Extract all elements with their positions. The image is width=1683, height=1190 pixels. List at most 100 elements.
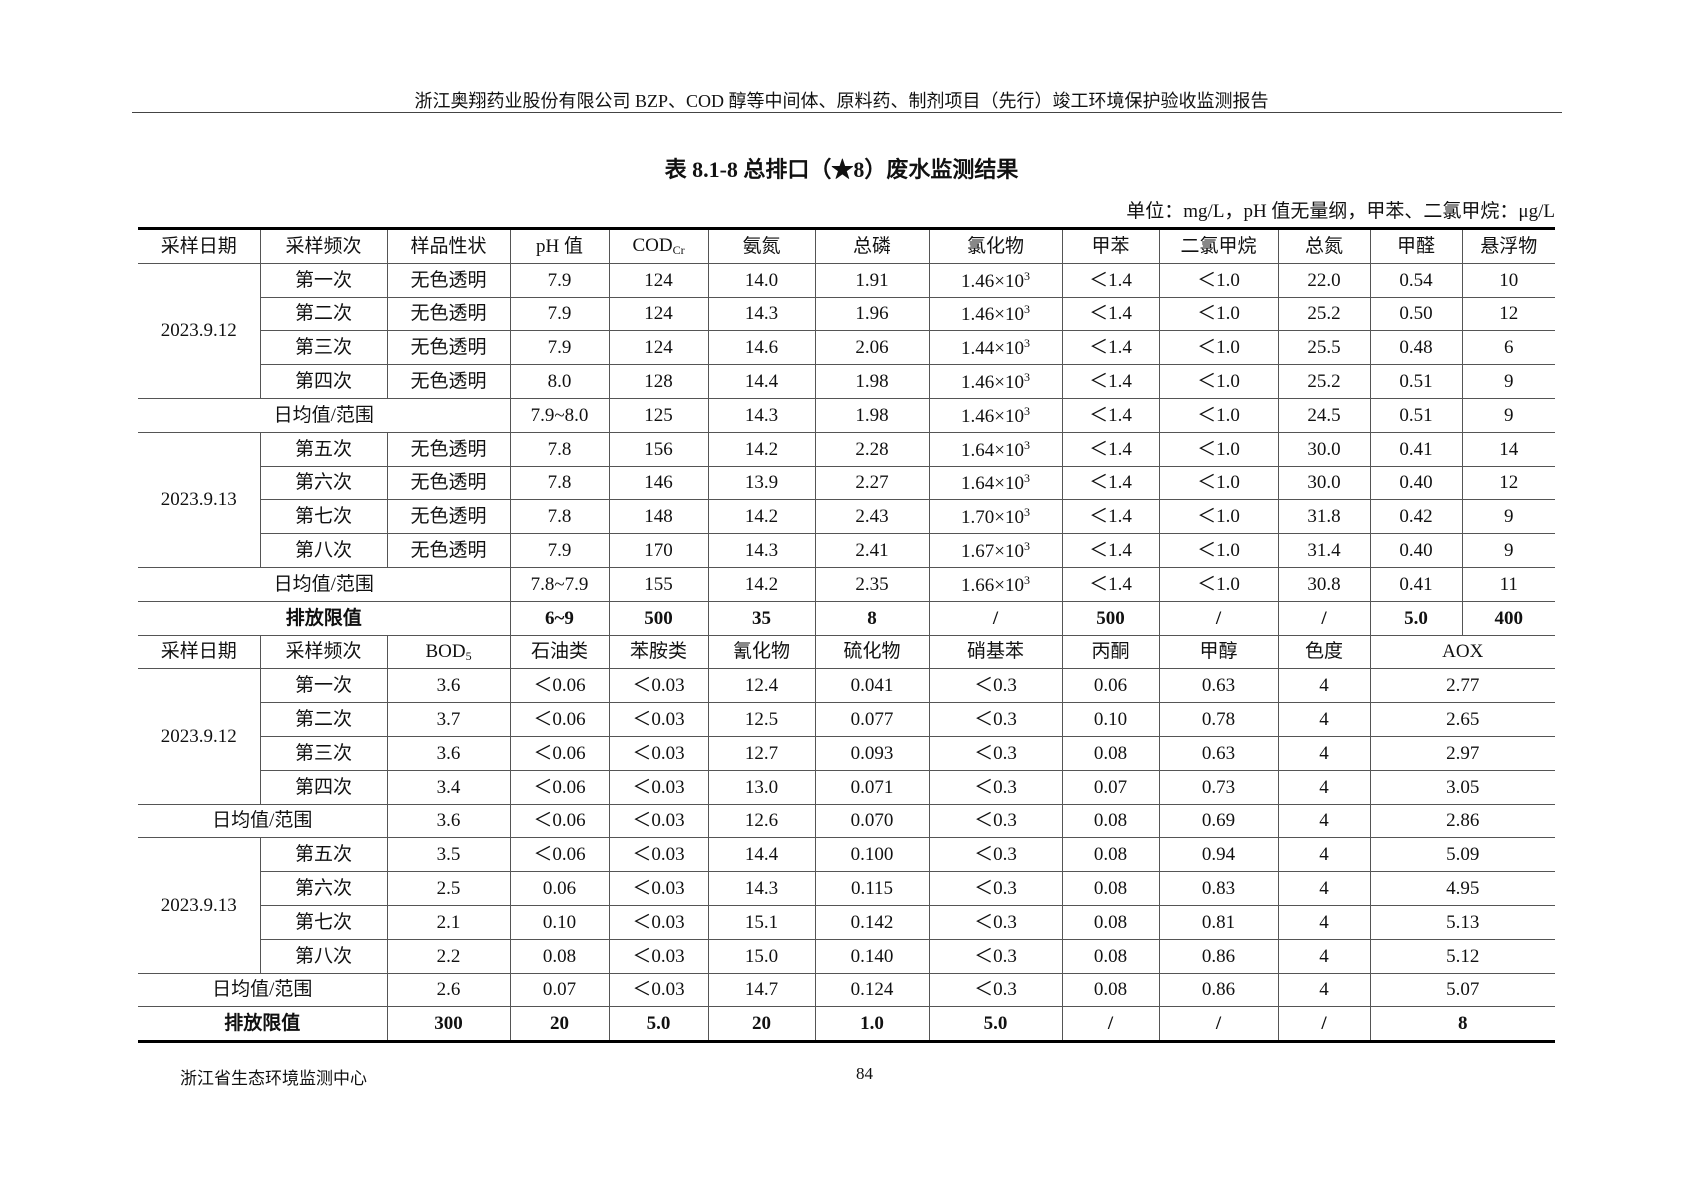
table-cell: 1.67×103 — [928, 533, 1063, 568]
daily-average-value: 0.69 — [1158, 803, 1279, 839]
table-cell: 无色透明 — [386, 499, 511, 535]
table-cell: 0.78 — [1158, 702, 1279, 737]
column-header: 硝基苯 — [928, 634, 1063, 670]
daily-average-value: 14.2 — [707, 566, 816, 602]
table-cell: 8.0 — [509, 364, 610, 399]
exponent: 3 — [1023, 572, 1030, 587]
table-row: 第二次 3.7 ＜0.06 ＜0.03 12.5 0.077 ＜0.3 0.10 0.78 4 2.… — [138, 702, 1555, 737]
column-header: 苯胺类 — [608, 634, 709, 670]
table-cell: ＜1.0 — [1158, 262, 1279, 298]
sampling-frequency: 第七次 — [260, 904, 388, 940]
table-row: 第六次 无色透明 7.8 146 13.9 2.27 1.64×103 ＜1.4 ＜1.0 30.… — [138, 465, 1555, 501]
table-row: 日均值/范围 2.6 0.07 ＜0.03 14.7 0.124 ＜0.3 0.08 0.86 4… — [138, 972, 1555, 1008]
table-cell: 2.77 — [1369, 668, 1555, 704]
table-cell: 0.077 — [814, 702, 930, 737]
table-row: 2023.9.12 第一次 3.6 ＜0.06 ＜0.03 12.4 0.041 ＜0.3 0.… — [138, 668, 1555, 805]
daily-average-label: 日均值/范围 — [138, 972, 388, 1008]
table-cell: 4 — [1277, 871, 1371, 906]
daily-average-value: 7.8~7.9 — [509, 566, 610, 602]
table-cell: 0.08 — [1061, 904, 1160, 940]
table-row: 2023.9.13 第五次 3.5 ＜0.06 ＜0.03 14.4 0.100 ＜0.3 0.… — [138, 837, 1555, 974]
table-cell: 12.5 — [707, 702, 816, 737]
table-cell: ＜0.3 — [928, 871, 1063, 906]
daily-average-value: 14.7 — [707, 972, 816, 1008]
daily-average-value: 14.3 — [707, 397, 816, 433]
daily-average-value: 0.41 — [1369, 566, 1463, 602]
daily-average-value: ＜1.4 — [1061, 397, 1160, 433]
table-cell: 0.06 — [509, 871, 610, 906]
daily-average-value: 0.070 — [814, 803, 930, 839]
table-row: 日均值/范围 3.6 ＜0.06 ＜0.03 12.6 0.070 ＜0.3 0.08 0.69… — [138, 803, 1555, 839]
table-cell: 12.4 — [707, 668, 816, 704]
table-cell: 4 — [1277, 769, 1371, 805]
header-divider — [132, 112, 1562, 113]
daily-average-value: 1.46×103 — [928, 397, 1063, 433]
table-cell: 9 — [1461, 499, 1555, 535]
table-cell: 0.071 — [814, 769, 930, 805]
daily-average-value: 1.66×103 — [928, 566, 1063, 602]
table-cell: ＜1.0 — [1158, 431, 1279, 467]
daily-average-value: ＜0.3 — [928, 803, 1063, 839]
table-row: 排放限值 6~9 500 35 8/500//5.0 400 — [138, 600, 1555, 636]
table-cell: 2.43 — [814, 499, 930, 535]
table-cell: ＜1.4 — [1061, 499, 1160, 535]
table-cell: 12 — [1461, 296, 1555, 332]
table-cell: 2.1 — [386, 904, 511, 940]
page-number: 84 — [856, 1064, 873, 1083]
table-cell: ＜0.06 — [509, 702, 610, 737]
daily-average-value: 2.35 — [814, 566, 930, 602]
sampling-frequency: 第二次 — [260, 296, 388, 332]
table-cell: ＜0.03 — [608, 938, 709, 974]
table-cell: ＜1.4 — [1061, 262, 1160, 298]
daily-average-value: 4 — [1277, 803, 1371, 839]
daily-average-value: ＜1.0 — [1158, 397, 1279, 433]
header-subscript: Cr — [672, 243, 685, 258]
discharge-limit-value: / — [1158, 1006, 1279, 1044]
column-header: 甲醇 — [1158, 634, 1279, 670]
table-cell: 0.42 — [1369, 499, 1463, 535]
discharge-limit-value: 400 — [1461, 600, 1555, 636]
discharge-limit-label: 排放限值 — [138, 1006, 388, 1044]
sampling-date: 2023.9.12 — [138, 262, 261, 399]
table-cell: 170 — [608, 533, 709, 568]
daily-average-value: ＜1.0 — [1158, 566, 1279, 602]
column-header: 甲苯 — [1061, 227, 1160, 264]
table-cell: 1.96 — [814, 296, 930, 332]
table-cell: 0.115 — [814, 871, 930, 906]
table-cell: 22.0 — [1277, 262, 1371, 298]
table-cell: 5.09 — [1369, 837, 1555, 873]
table-cell: ＜0.03 — [608, 668, 709, 704]
table-cell: 4 — [1277, 702, 1371, 737]
column-header: 氯化物 — [928, 227, 1063, 264]
discharge-limit-value: 300 — [386, 1006, 511, 1044]
table-cell: 14.3 — [707, 871, 816, 906]
table-cell: ＜1.4 — [1061, 330, 1160, 366]
table-cell: 2.28 — [814, 431, 930, 467]
table-cell: 124 — [608, 330, 709, 366]
table-row: 第六次 2.5 0.06 ＜0.03 14.3 0.115 ＜0.3 0.08 0.83 4 4.9… — [138, 871, 1555, 906]
discharge-limit-value: / — [1061, 1006, 1160, 1044]
sampling-frequency: 第六次 — [260, 871, 388, 906]
table-cell: 0.40 — [1369, 465, 1463, 501]
column-header: 甲醛 — [1369, 227, 1463, 264]
table-cell: 25.2 — [1277, 364, 1371, 399]
daily-average-value: 7.9~8.0 — [509, 397, 610, 433]
header-text: COD — [632, 235, 673, 257]
sampling-frequency: 第四次 — [260, 364, 388, 399]
exponent: 3 — [1023, 336, 1030, 351]
table-cell: ＜1.0 — [1158, 364, 1279, 399]
table-cell: 0.08 — [1061, 871, 1160, 906]
table-row: 第四次 无色透明 8.0 128 14.4 1.98 1.46×103 ＜1.4 ＜1.0 25.… — [138, 364, 1555, 399]
table-cell: 1.70×103 — [928, 499, 1063, 535]
table-cell: ＜0.3 — [928, 938, 1063, 974]
daily-average-value: 1.98 — [814, 397, 930, 433]
sampling-frequency: 第六次 — [260, 465, 388, 501]
table-cell: 31.4 — [1277, 533, 1371, 568]
exponent: 3 — [1023, 403, 1030, 418]
table-cell: 14.3 — [707, 533, 816, 568]
table-cell: 2.06 — [814, 330, 930, 366]
table-cell: 146 — [608, 465, 709, 501]
table-cell: 0.63 — [1158, 668, 1279, 704]
table-row: 第二次 无色透明 7.9 124 14.3 1.96 1.46×103 ＜1.4 ＜1.0 25.… — [138, 296, 1555, 332]
column-header: CODCr — [608, 227, 709, 264]
